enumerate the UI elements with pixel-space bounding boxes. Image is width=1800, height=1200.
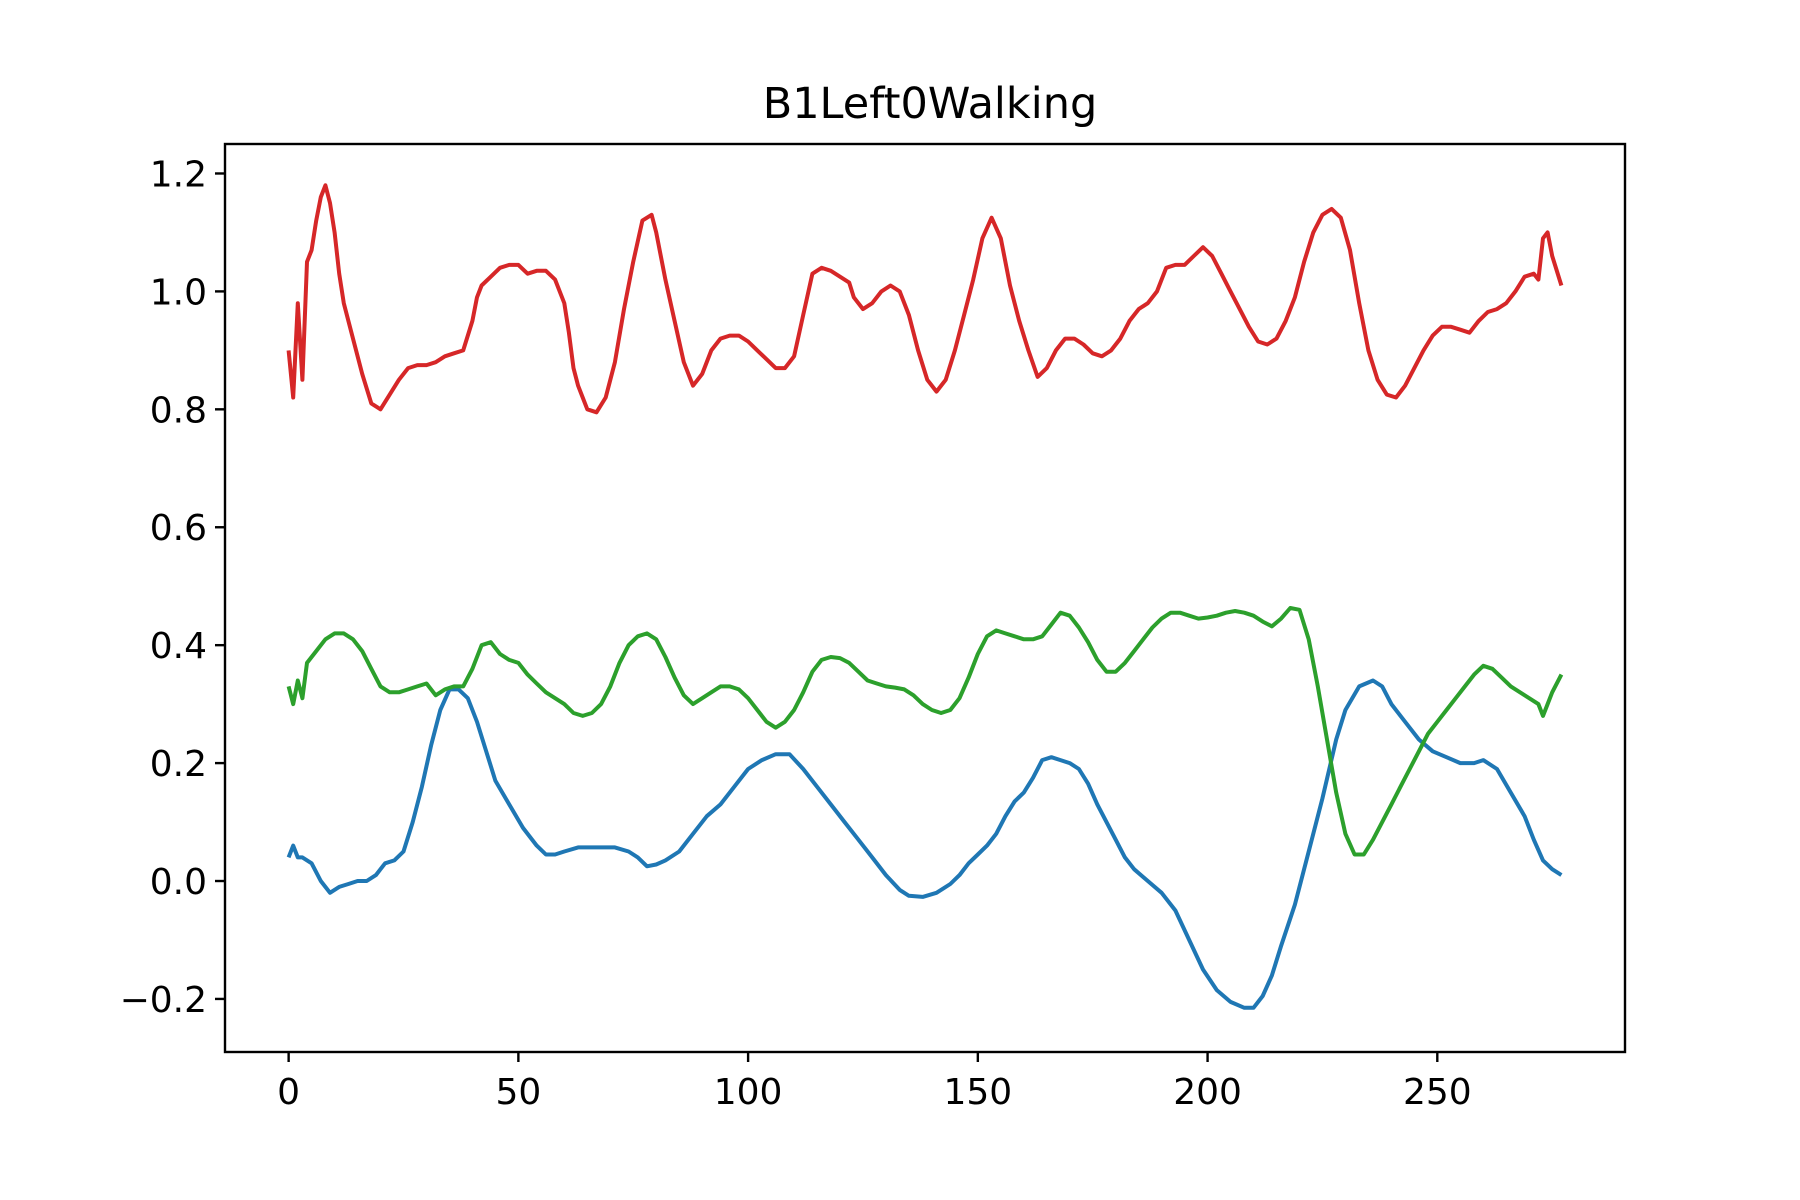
y-tick-label: 0.8 — [150, 390, 207, 431]
y-tick-label: 0.2 — [150, 744, 207, 785]
y-tick-label: 1.0 — [150, 272, 207, 313]
series-line-2 — [286, 606, 1564, 857]
x-tick-label: 200 — [1173, 1072, 1242, 1113]
y-tick-label: 1.2 — [150, 154, 207, 195]
x-tick-label: 50 — [495, 1072, 541, 1113]
x-axis-ticks: 0 50 100 150 200 250 — [277, 1052, 1472, 1113]
plot-frame — [223, 142, 1627, 1054]
y-tick-label: 0.6 — [150, 508, 207, 549]
x-tick-label: 150 — [943, 1072, 1012, 1113]
x-tick-label: 0 — [277, 1072, 300, 1113]
x-tick-label: 250 — [1403, 1072, 1472, 1113]
y-axis-ticks: −0.2 0.0 0.2 0.4 0.6 0.8 1.0 1.2 — [120, 154, 225, 1021]
chart-title: B1Left0Walking — [763, 79, 1098, 129]
y-tick-label: 0.4 — [150, 626, 207, 667]
plot-lines — [286, 183, 1564, 1010]
x-tick-label: 100 — [714, 1072, 783, 1113]
y-tick-label: 0.0 — [150, 862, 207, 903]
y-tick-label: −0.2 — [120, 980, 207, 1021]
series-line-3 — [286, 183, 1564, 415]
